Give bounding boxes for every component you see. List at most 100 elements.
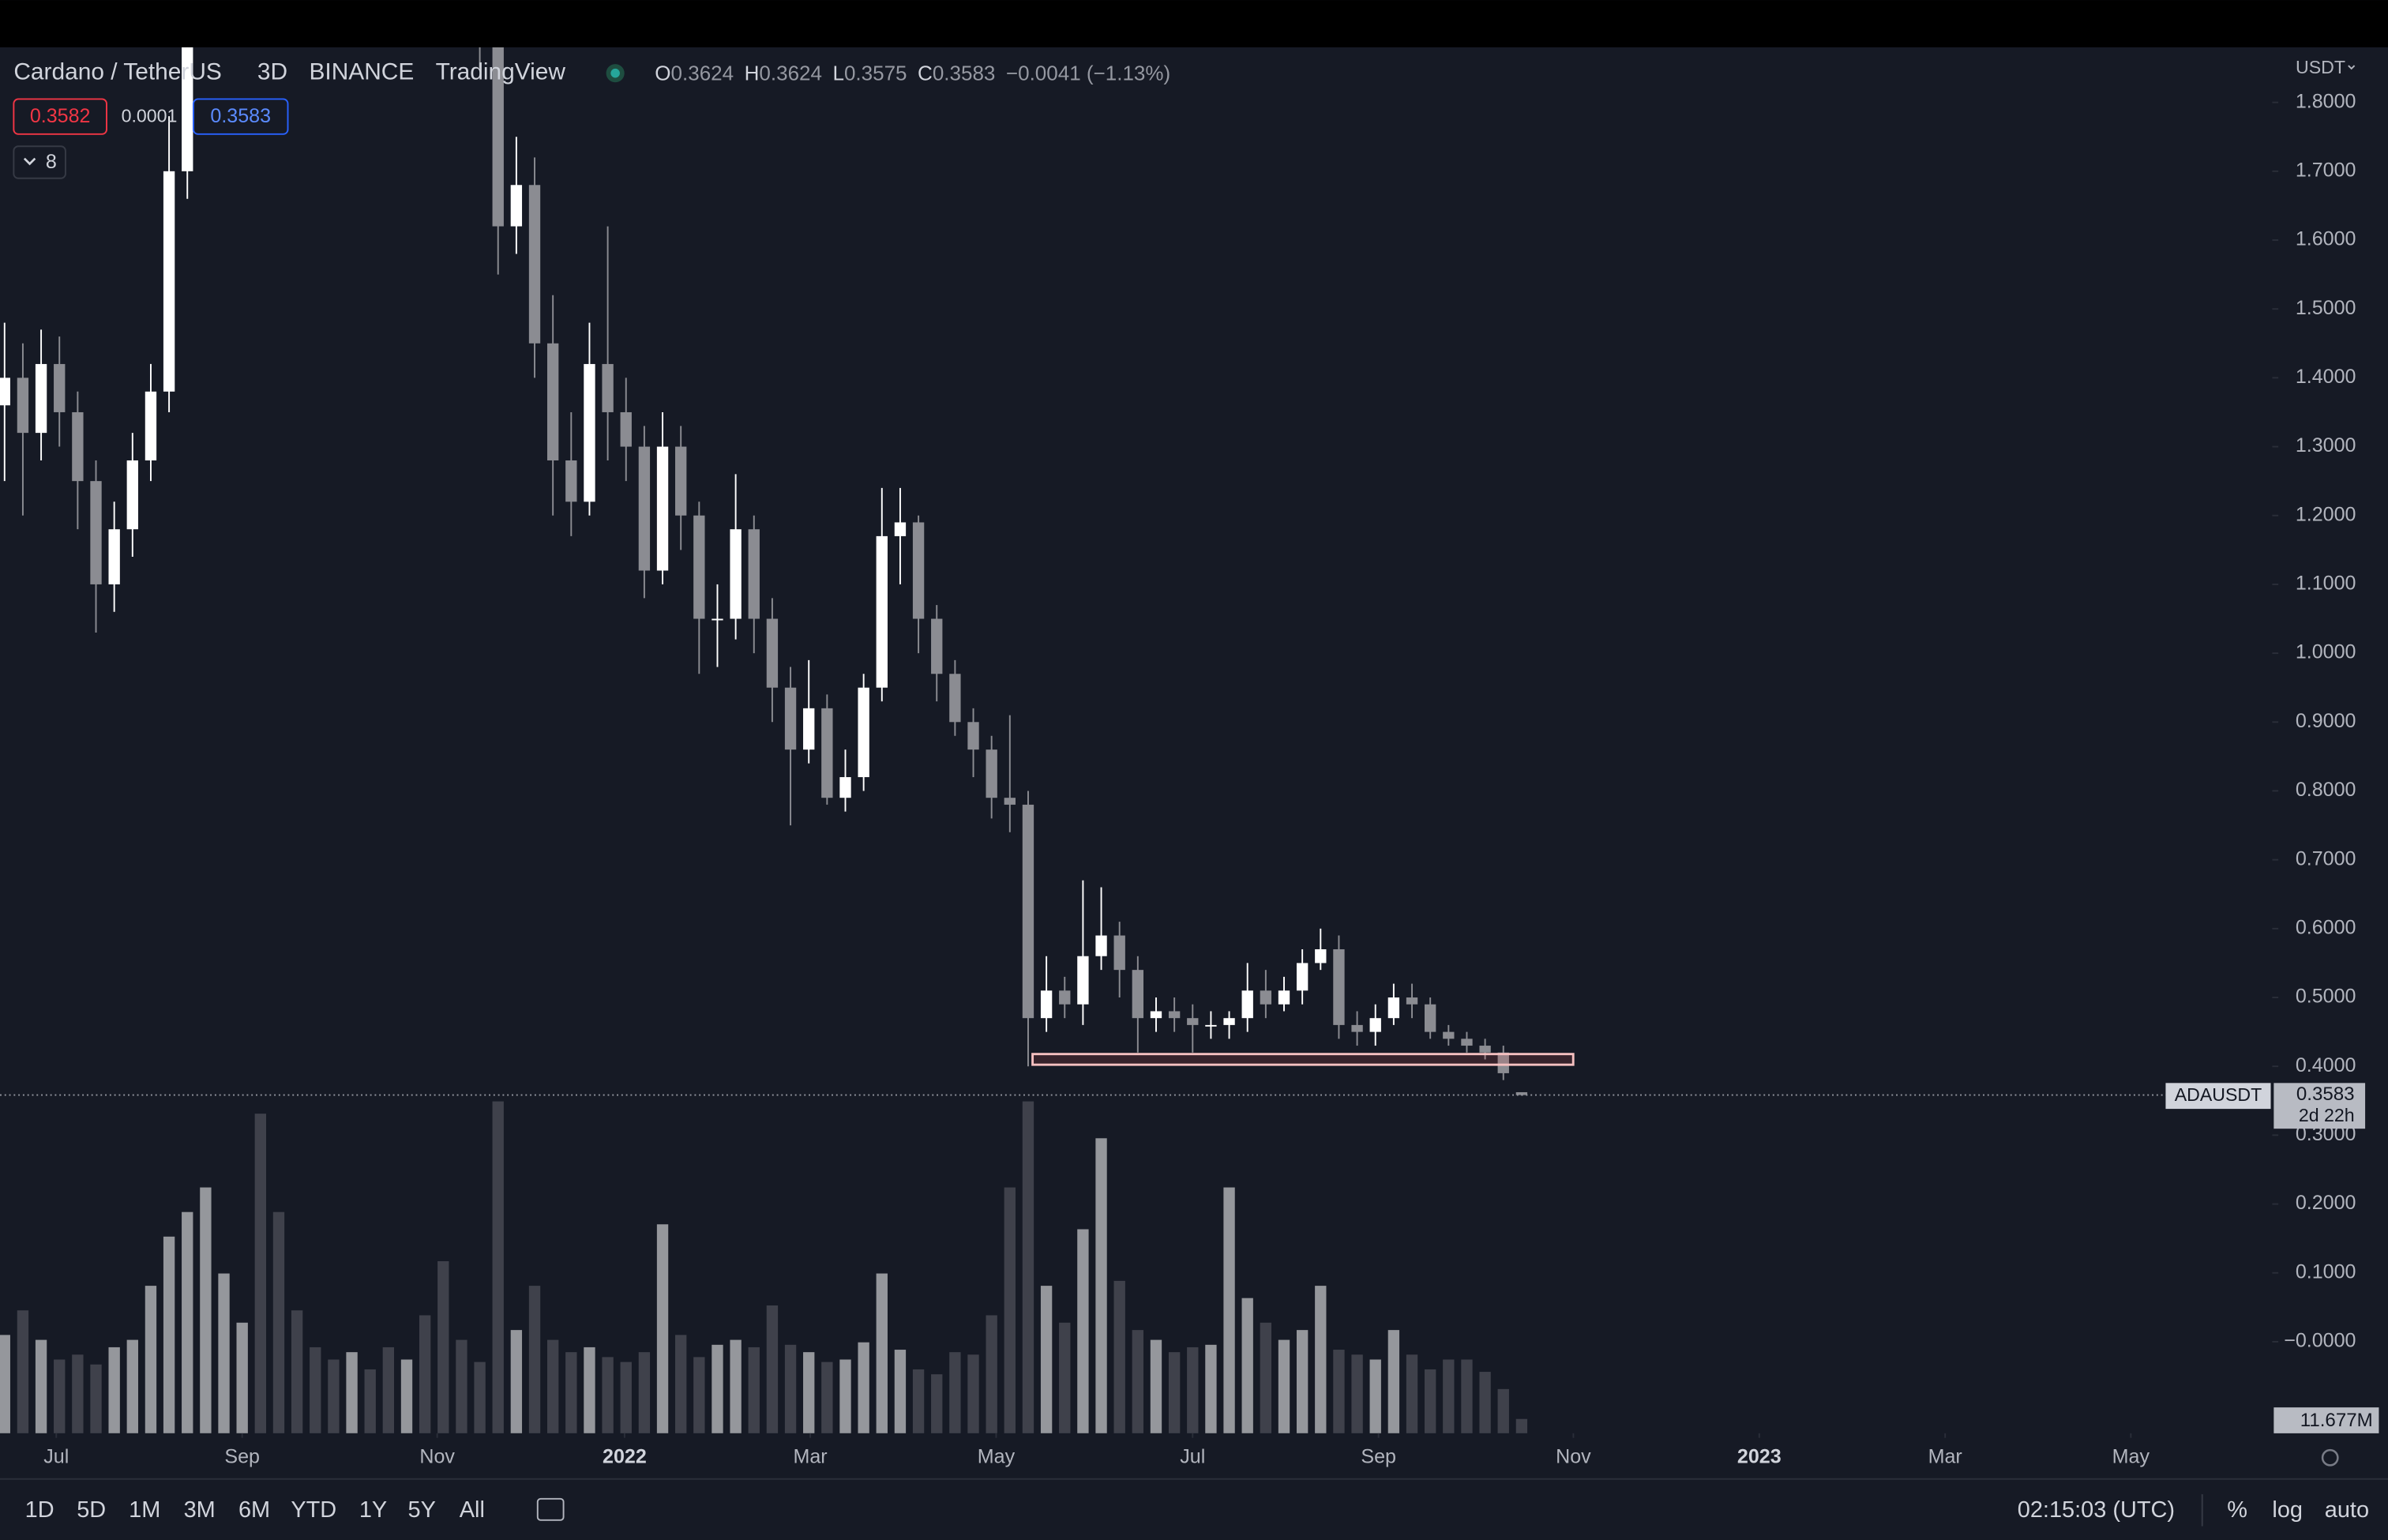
volume-bar: [1369, 1359, 1381, 1433]
candle-body: [1443, 1031, 1455, 1039]
candle-body: [876, 535, 888, 688]
volume-bar: [602, 1357, 614, 1433]
y-tick-label: 1.6000: [2296, 228, 2356, 250]
volume-bar: [72, 1354, 84, 1433]
candles: [0, 47, 2270, 1096]
candle-body: [967, 722, 979, 750]
volume-bar: [1515, 1418, 1528, 1433]
candle-body: [145, 391, 157, 460]
volume-bar: [0, 1335, 10, 1433]
volume-bar: [931, 1374, 943, 1433]
x-tick-label: Mar: [1928, 1445, 1962, 1467]
candle-body: [675, 446, 687, 516]
candle-body: [546, 343, 559, 460]
settings-icon[interactable]: [2321, 1448, 2339, 1467]
y-tick-label: 1.0000: [2296, 641, 2356, 663]
volume-bar: [419, 1315, 431, 1433]
volume-bar: [145, 1286, 157, 1433]
volume-bar: [1443, 1359, 1455, 1433]
volume-bar: [1351, 1354, 1363, 1433]
symbol-title: Cardano / TetherUS: [13, 59, 221, 85]
legend-value: 0.3583: [933, 61, 996, 85]
ohlc-legend: O0.3624 H0.3624 L0.3575 C0.3583 −0.0041 (−1.…: [655, 61, 1170, 85]
volume-bar: [200, 1187, 212, 1433]
candle-body: [182, 47, 193, 171]
header: Cardano / TetherUS 3D BINANCE TradingVie…: [13, 57, 2356, 179]
volume-bar: [839, 1359, 851, 1433]
date-range-icon[interactable]: [536, 1497, 565, 1521]
range-button[interactable]: 5Y: [408, 1497, 436, 1523]
volume-bar: [967, 1354, 979, 1433]
candle-body: [1479, 1046, 1491, 1053]
x-tick-label: Jul: [43, 1445, 69, 1467]
volume-bar: [456, 1339, 467, 1433]
candle-body: [821, 708, 833, 798]
volume-bar: [1150, 1339, 1162, 1433]
range-button[interactable]: 3M: [184, 1497, 216, 1523]
y-tick-label: 0.4000: [2296, 1054, 2356, 1076]
interval[interactable]: 3D: [257, 59, 287, 85]
clock[interactable]: 02:15:03 (UTC): [2018, 1497, 2175, 1523]
range-button[interactable]: 1D: [25, 1497, 54, 1523]
range-button[interactable]: 6M: [238, 1497, 270, 1523]
volume-bar: [1479, 1372, 1491, 1433]
y-tick-label: 1.3000: [2296, 434, 2356, 456]
candle-body: [1040, 990, 1053, 1019]
candle-body: [1497, 1052, 1509, 1073]
volume-bar: [17, 1310, 29, 1433]
volume-bar: [1022, 1101, 1034, 1433]
range-button[interactable]: 1Y: [359, 1497, 387, 1523]
last-price-tag: [2273, 1083, 2366, 1129]
range-button[interactable]: 5D: [77, 1497, 106, 1523]
volume-bar: [912, 1369, 925, 1433]
volume-bar: [1406, 1354, 1418, 1433]
bid-box[interactable]: [13, 98, 107, 135]
volume-bar: [656, 1224, 669, 1433]
volume-bar: [528, 1286, 541, 1433]
volume-bar: [784, 1344, 797, 1433]
y-tick-label: 1.1000: [2296, 573, 2356, 595]
currency[interactable]: USDT: [2296, 57, 2345, 77]
range-button[interactable]: YTD: [291, 1497, 336, 1523]
x-tick-label: Mar: [793, 1445, 827, 1467]
volume-bar: [236, 1322, 248, 1433]
volume-bar: [272, 1211, 285, 1433]
indicators-toggle[interactable]: [13, 145, 66, 179]
volume-bar: [1223, 1187, 1235, 1433]
x-tick-label: Nov: [419, 1445, 455, 1467]
candle-body: [1369, 1018, 1381, 1032]
y-tick-label: 0.1000: [2296, 1260, 2356, 1283]
candle-body: [1168, 1011, 1181, 1019]
candle-body: [656, 446, 669, 571]
drawn-zone[interactable]: [1031, 1053, 1575, 1066]
volume-bar: [1260, 1322, 1272, 1433]
symbol-tag-label: ADAUSDT: [2175, 1084, 2262, 1105]
scale-option[interactable]: %: [2227, 1497, 2247, 1523]
candle-body: [565, 460, 577, 502]
candle-body: [1278, 990, 1290, 1005]
scale-option[interactable]: log: [2272, 1497, 2303, 1523]
candle-body: [1004, 798, 1016, 805]
candle-body: [1077, 956, 1089, 1005]
candle-body: [912, 522, 925, 619]
y-tick-label: 1.4000: [2296, 366, 2356, 388]
volume-bar: [1205, 1344, 1217, 1433]
volume-bar: [182, 1211, 193, 1433]
volume-bar: [638, 1352, 651, 1433]
x-tick-label: 2022: [603, 1445, 647, 1467]
scale-option[interactable]: auto: [2325, 1497, 2369, 1523]
candle-body: [1315, 948, 1327, 963]
ask-box[interactable]: [192, 98, 289, 135]
range-button[interactable]: All: [460, 1497, 485, 1523]
candle-body: [931, 618, 943, 674]
volume-bar: [1095, 1138, 1107, 1433]
y-tick-label: 1.5000: [2296, 297, 2356, 319]
candle-body: [90, 481, 102, 584]
status-dot: [610, 68, 620, 78]
range-button[interactable]: 1M: [129, 1497, 160, 1523]
volume-bar: [748, 1347, 760, 1433]
candle-body: [1515, 1091, 1528, 1095]
volume-bar: [1461, 1359, 1473, 1433]
